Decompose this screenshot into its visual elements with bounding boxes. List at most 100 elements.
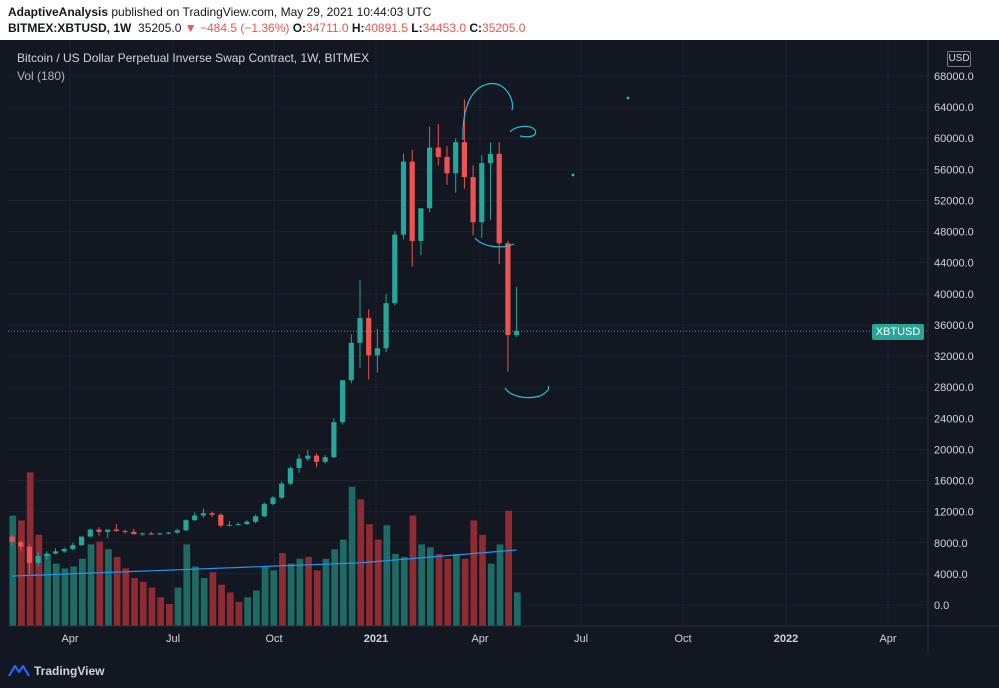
low-label: L: xyxy=(411,21,423,35)
volume-bar xyxy=(279,553,286,626)
volume-bar xyxy=(340,539,347,626)
high-value: 40891.5 xyxy=(364,21,408,35)
publish-info: published on TradingView.com, May 29, 20… xyxy=(108,5,432,19)
tradingview-logo-icon[interactable] xyxy=(8,663,30,677)
candle-body xyxy=(9,536,15,542)
volume-bar xyxy=(374,539,382,626)
ohlc-line: BITMEX:XBTUSD, 1W 35205.0 ▼ −484.5 (−1.3… xyxy=(8,21,525,35)
candle-body xyxy=(226,524,233,526)
time-axis[interactable]: Apr Jul Oct 2021 Apr Jul Oct 2022 Apr xyxy=(61,633,896,645)
volume-bar xyxy=(505,510,512,626)
volume-bar xyxy=(131,578,138,626)
volume-bar xyxy=(305,556,312,626)
volume-bar xyxy=(418,544,425,626)
volume-bar xyxy=(444,558,452,626)
candle-body xyxy=(331,422,337,458)
candle-body xyxy=(148,533,154,535)
candle-body xyxy=(357,317,363,343)
volume-bar xyxy=(270,570,278,626)
currency-badge[interactable]: USD xyxy=(947,51,971,67)
candle-body xyxy=(313,455,320,462)
time-tick-label: 2022 xyxy=(774,633,798,645)
close-value: 35205.0 xyxy=(482,21,526,35)
candle-body xyxy=(235,524,241,526)
volume-bar xyxy=(209,572,217,626)
volume-bar xyxy=(427,547,434,626)
candle-body xyxy=(18,541,24,547)
candle-body xyxy=(61,548,67,552)
candle-body xyxy=(166,532,172,534)
annotation-top-arc xyxy=(462,82,514,141)
candle-body xyxy=(105,529,111,532)
candle-body xyxy=(218,514,224,526)
volume-bar xyxy=(383,525,391,626)
volume-legend: Vol (180) xyxy=(17,69,66,83)
volume-bar xyxy=(9,515,17,626)
candle-body xyxy=(96,529,102,532)
price-tick-label: 60000.0 xyxy=(934,133,974,145)
time-tick-label: Apr xyxy=(471,633,488,645)
candle-body xyxy=(296,458,302,469)
candle-body xyxy=(374,348,380,356)
candle-body xyxy=(79,536,85,546)
candle-body xyxy=(409,161,415,241)
price-tick-label: 4000.0 xyxy=(934,569,968,581)
candle-body xyxy=(461,142,467,178)
low-value: 34453.0 xyxy=(422,21,467,35)
symbol-label: BITMEX:XBTUSD, 1W xyxy=(8,21,132,35)
time-tick-label: 2021 xyxy=(364,633,388,645)
price-tick-label: 52000.0 xyxy=(934,195,974,207)
candle-body xyxy=(244,521,250,525)
volume-bar xyxy=(87,544,95,626)
candle-body xyxy=(52,551,59,554)
candle-body xyxy=(87,529,93,537)
annotation-drawings xyxy=(462,82,630,399)
time-tick-label: Jul xyxy=(574,633,588,645)
grid-lines xyxy=(8,40,928,626)
candle-body xyxy=(470,177,476,223)
volume-bar xyxy=(79,558,86,626)
price-axis[interactable]: 0.0 4000.0 8000.0 12000.0 16000.0 20000.0 2400… xyxy=(934,71,974,612)
candle-body xyxy=(113,529,119,532)
candle-body xyxy=(418,208,424,241)
open-label: O: xyxy=(292,21,307,35)
price-chart[interactable]: 0.0 4000.0 8000.0 12000.0 16000.0 20000.0 2400… xyxy=(0,40,999,652)
candle-body xyxy=(305,455,311,459)
volume-bar xyxy=(470,520,478,626)
volume-bar xyxy=(226,592,234,626)
price-tick-label: 24000.0 xyxy=(934,413,974,425)
volume-bar xyxy=(218,584,225,626)
volume-bar xyxy=(122,568,130,626)
candle-body xyxy=(505,243,511,336)
time-tick-label: Oct xyxy=(265,633,282,645)
volume-bar xyxy=(235,602,243,626)
volume-bar xyxy=(479,534,486,626)
volume-bar xyxy=(200,578,208,626)
candle-body xyxy=(44,553,50,556)
candle-body xyxy=(279,483,285,498)
volume-bars xyxy=(9,472,521,626)
candle-body xyxy=(348,342,354,381)
price-tick-label: 40000.0 xyxy=(934,289,974,301)
volume-bar xyxy=(166,603,173,626)
candlesticks xyxy=(9,99,520,574)
publish-line: AdaptiveAnalysis published on TradingVie… xyxy=(8,5,431,19)
candle-body xyxy=(435,147,441,157)
volume-bar xyxy=(313,570,321,626)
author-name[interactable]: AdaptiveAnalysis xyxy=(8,5,109,19)
candle-body xyxy=(444,156,450,174)
tradingview-brand[interactable]: TradingView xyxy=(34,664,105,678)
volume-bar xyxy=(148,587,156,626)
volume-bar xyxy=(487,563,495,626)
volume-bar xyxy=(70,566,77,626)
volume-bar xyxy=(400,556,408,626)
volume-bar xyxy=(261,566,269,626)
price-tick-label: 68000.0 xyxy=(934,71,974,83)
annotation-dot xyxy=(571,173,575,177)
candle-body xyxy=(209,513,215,515)
price-tick-label: 44000.0 xyxy=(934,258,974,270)
volume-bar xyxy=(183,544,191,626)
candle-body xyxy=(340,380,346,423)
footer: TradingView xyxy=(0,652,999,688)
volume-bar xyxy=(192,566,199,626)
